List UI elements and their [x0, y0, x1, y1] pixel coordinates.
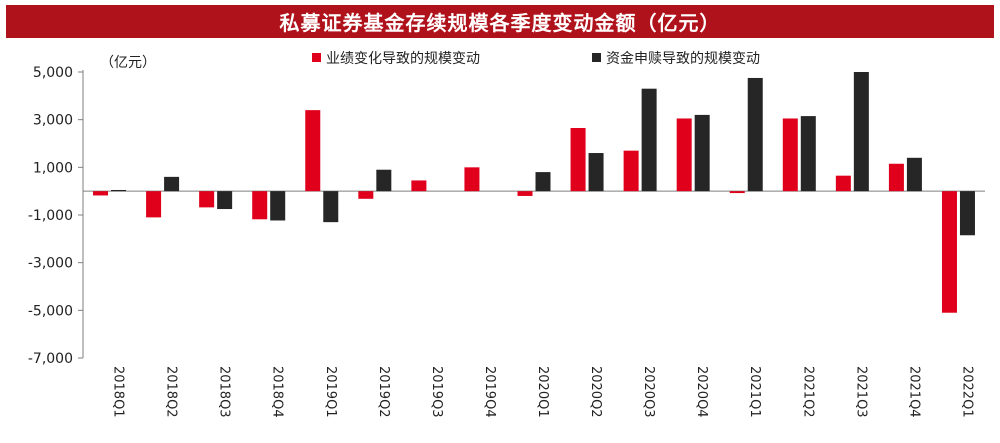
bar-performance: [623, 150, 639, 192]
y-tick-label: 1,000: [33, 160, 73, 176]
bar-performance: [93, 191, 109, 196]
unit-label: （亿元）: [100, 55, 156, 71]
x-category-label: 2018Q3: [217, 366, 232, 418]
y-tick-label: -5,000: [28, 303, 73, 319]
bar-performance: [729, 191, 745, 194]
x-category-label: 2018Q4: [270, 366, 285, 418]
bar-flow: [535, 172, 551, 192]
bar-performance: [252, 191, 268, 220]
x-category-label: 2019Q3: [429, 366, 444, 418]
x-category-label: 2020Q1: [535, 366, 550, 418]
bar-flow: [111, 189, 127, 192]
bar-flow: [641, 88, 657, 192]
y-tick-label: -7,000: [28, 351, 73, 367]
x-category-label: 2021Q1: [747, 366, 762, 418]
bar-flow: [747, 77, 763, 192]
x-category-label: 2020Q2: [588, 366, 603, 418]
bar-performance: [358, 191, 374, 199]
bar-flow: [376, 169, 392, 192]
bar-performance: [517, 191, 533, 196]
bar-performance: [146, 191, 162, 218]
x-category-label: 2019Q1: [323, 366, 338, 418]
bar-performance: [305, 110, 321, 192]
x-category-label: 2019Q4: [482, 366, 497, 418]
legend-swatch: [592, 53, 601, 62]
bar-flow: [853, 72, 869, 192]
bar-performance: [941, 191, 957, 313]
bar-flow: [959, 191, 975, 236]
bar-flow: [588, 153, 604, 192]
bar-performance: [888, 163, 904, 192]
y-tick-label: 5,000: [33, 65, 73, 81]
x-category-label: 2021Q3: [853, 366, 868, 418]
legend-label: 资金申赎导致的规模变动: [606, 50, 760, 67]
bar-flow: [694, 114, 710, 192]
x-category-label: 2018Q1: [111, 366, 126, 418]
y-tick-label: -1,000: [28, 208, 73, 224]
bar-flow: [217, 191, 233, 210]
x-category-label: 2020Q3: [641, 366, 656, 418]
bar-performance: [835, 175, 851, 192]
y-tick-label: -3,000: [28, 256, 73, 272]
bar-flow: [164, 176, 180, 192]
bar-performance: [411, 180, 427, 192]
legend-label: 业绩变化导致的规模变动: [326, 51, 480, 67]
x-category-label: 2021Q2: [800, 366, 815, 418]
bar-performance: [782, 118, 798, 192]
bar-performance: [199, 191, 215, 208]
x-category-label: 2018Q2: [164, 366, 179, 418]
bar-performance: [676, 118, 692, 192]
bar-flow: [323, 191, 339, 223]
y-tick-label: 3,000: [33, 113, 73, 129]
bar-flow: [270, 191, 286, 221]
chart-title: 私募证券基金存续规模各季度变动金额（亿元）: [6, 5, 994, 38]
x-category-label: 2020Q4: [694, 366, 709, 418]
x-category-label: 2022Q1: [959, 366, 974, 418]
bar-flow: [800, 116, 816, 192]
legend-swatch: [312, 53, 321, 62]
bar-flow: [906, 157, 922, 192]
bar-performance: [464, 167, 480, 192]
x-category-label: 2019Q2: [376, 366, 391, 418]
x-category-label: 2021Q4: [906, 366, 921, 418]
bar-performance: [570, 128, 586, 192]
